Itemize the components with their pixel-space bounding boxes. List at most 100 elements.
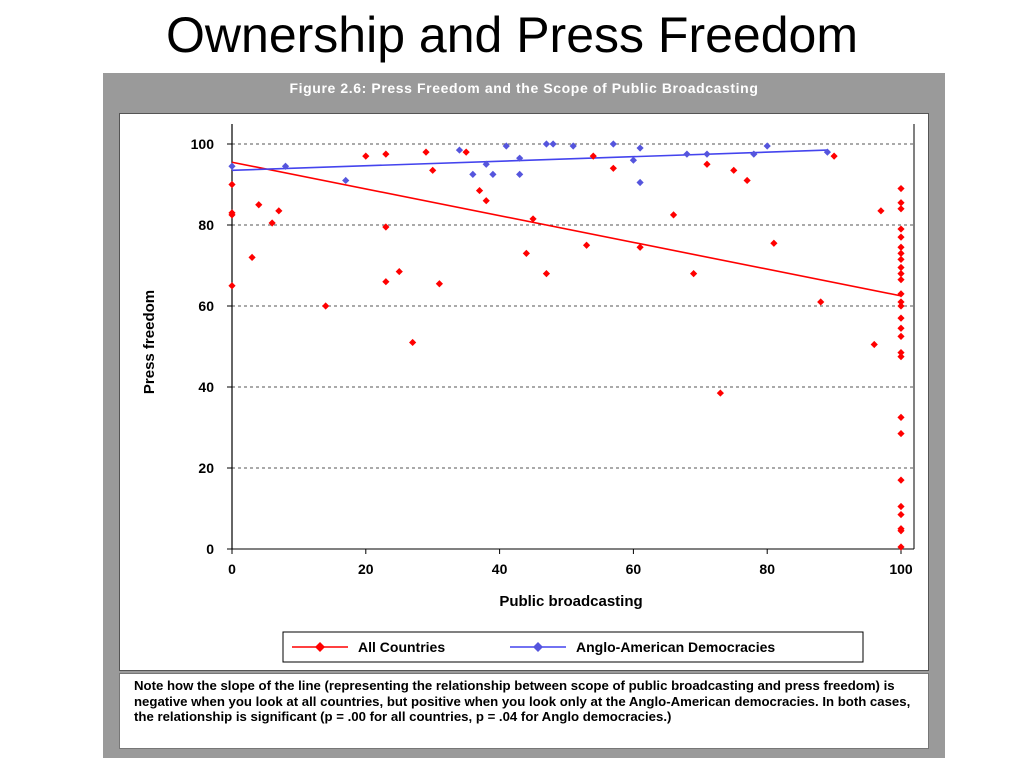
data-point-all-countries <box>275 207 283 215</box>
grid-lines <box>232 143 914 469</box>
data-point-all-countries <box>897 249 905 257</box>
data-point-all-countries <box>636 243 644 251</box>
data-point-all-countries <box>422 148 430 156</box>
data-point-all-countries <box>897 314 905 322</box>
x-tick-label: 100 <box>889 561 913 577</box>
x-tick-label: 60 <box>626 561 642 577</box>
legend-marker-all-countries <box>315 642 325 652</box>
axes <box>231 124 915 550</box>
data-point-all-countries <box>435 280 443 288</box>
data-point-all-countries <box>228 211 236 219</box>
data-point-anglo <box>455 146 464 154</box>
data-point-all-countries <box>475 186 484 195</box>
data-point-all-countries <box>830 152 838 160</box>
data-point-all-countries <box>716 389 724 397</box>
data-point-all-countries <box>482 197 490 205</box>
data-point-all-countries <box>228 282 236 290</box>
data-point-anglo <box>750 150 758 158</box>
trendline-anglo <box>231 149 828 172</box>
data-point-all-countries <box>877 207 885 215</box>
data-point-anglo <box>629 156 637 164</box>
data-point-all-countries <box>897 276 905 284</box>
data-point-all-countries <box>690 270 698 278</box>
data-point-all-countries <box>897 413 905 421</box>
data-point-all-countries <box>322 302 330 310</box>
data-point-all-countries <box>542 270 551 278</box>
data-point-all-countries <box>395 267 403 276</box>
tick-labels: 0 20 40 60 80 100 0 20 40 60 80 100 <box>191 136 913 577</box>
data-point-all-countries <box>897 348 905 357</box>
y-tick-label: 40 <box>198 379 214 395</box>
data-point-all-countries <box>897 205 905 213</box>
data-point-anglo <box>342 176 350 185</box>
data-point-all-countries <box>897 527 905 535</box>
data-point-all-countries <box>817 298 825 306</box>
data-point-anglo <box>703 150 711 158</box>
legend-marker-anglo <box>533 642 543 652</box>
data-point-anglo <box>489 170 497 178</box>
data-point-all-countries <box>362 152 370 160</box>
slide-title: Ownership and Press Freedom <box>166 7 858 63</box>
trendline-all-countries <box>231 161 902 297</box>
data-point-anglo <box>683 150 691 158</box>
data-point-anglo <box>549 140 557 148</box>
data-point-all-countries <box>382 278 390 286</box>
data-point-anglo <box>482 160 490 168</box>
data-point-all-countries <box>382 223 390 231</box>
data-point-all-countries <box>589 152 597 160</box>
y-tick-label: 0 <box>206 541 214 557</box>
data-point-all-countries <box>897 199 905 207</box>
data-point-all-countries <box>870 340 878 349</box>
y-axis-label: Press freedom <box>141 290 158 394</box>
data-point-all-countries <box>730 166 738 174</box>
data-point-all-countries <box>582 241 591 249</box>
trendlines <box>231 149 902 297</box>
data-point-all-countries <box>897 255 905 264</box>
y-tick-label: 80 <box>198 217 214 233</box>
data-point-all-countries <box>897 510 905 519</box>
data-point-all-countries <box>409 338 417 347</box>
legend-label-all-countries: All Countries <box>358 639 445 655</box>
scatter-chart: 0 20 40 60 80 100 0 20 40 60 80 100 Public broadcas… <box>141 124 915 663</box>
data-point-anglo <box>542 140 551 148</box>
data-point-all-countries <box>529 215 537 223</box>
data-point-all-countries <box>897 353 905 361</box>
data-point-anglo <box>763 142 771 150</box>
x-axis-label: Public broadcasting <box>499 593 642 610</box>
data-point-all-countries <box>522 249 530 257</box>
figure-note: Note how the slope of the line (represen… <box>134 678 911 724</box>
data-point-all-countries <box>703 160 711 168</box>
x-tick-label: 0 <box>228 561 236 577</box>
data-point-all-countries <box>897 429 905 438</box>
data-point-all-countries <box>897 233 905 241</box>
data-point-all-countries <box>382 150 390 158</box>
x-tick-label: 20 <box>358 561 374 577</box>
data-point-all-countries <box>897 298 905 306</box>
legend: All Countries Anglo-American Democracies <box>282 631 864 663</box>
data-point-anglo <box>636 144 644 152</box>
data-point-all-countries <box>255 201 263 209</box>
data-point-anglo <box>469 170 477 178</box>
x-tick-label: 80 <box>759 561 775 577</box>
data-point-anglo <box>569 142 577 150</box>
data-point-anglo <box>516 170 524 178</box>
data-point-anglo <box>609 140 617 148</box>
note-panel: Note how the slope of the line (represen… <box>119 673 929 749</box>
data-point-all-countries <box>228 180 236 189</box>
y-tick-label: 20 <box>198 460 214 476</box>
data-point-anglo <box>502 142 510 150</box>
data-point-all-countries <box>897 290 905 298</box>
data-point-all-countries <box>248 253 256 261</box>
chart-panel: 0 20 40 60 80 100 0 20 40 60 80 100 Public broadcas… <box>119 113 929 671</box>
data-point-all-countries <box>897 476 905 484</box>
data-point-all-countries <box>897 184 905 193</box>
data-point-all-countries <box>609 164 617 172</box>
data-point-all-countries <box>770 239 778 247</box>
data-points <box>228 140 905 551</box>
data-point-anglo <box>823 148 832 156</box>
data-point-all-countries <box>669 211 678 219</box>
data-point-all-countries <box>268 219 276 227</box>
data-point-anglo <box>636 178 644 187</box>
y-tick-label: 60 <box>198 298 214 314</box>
data-point-all-countries <box>429 166 437 174</box>
